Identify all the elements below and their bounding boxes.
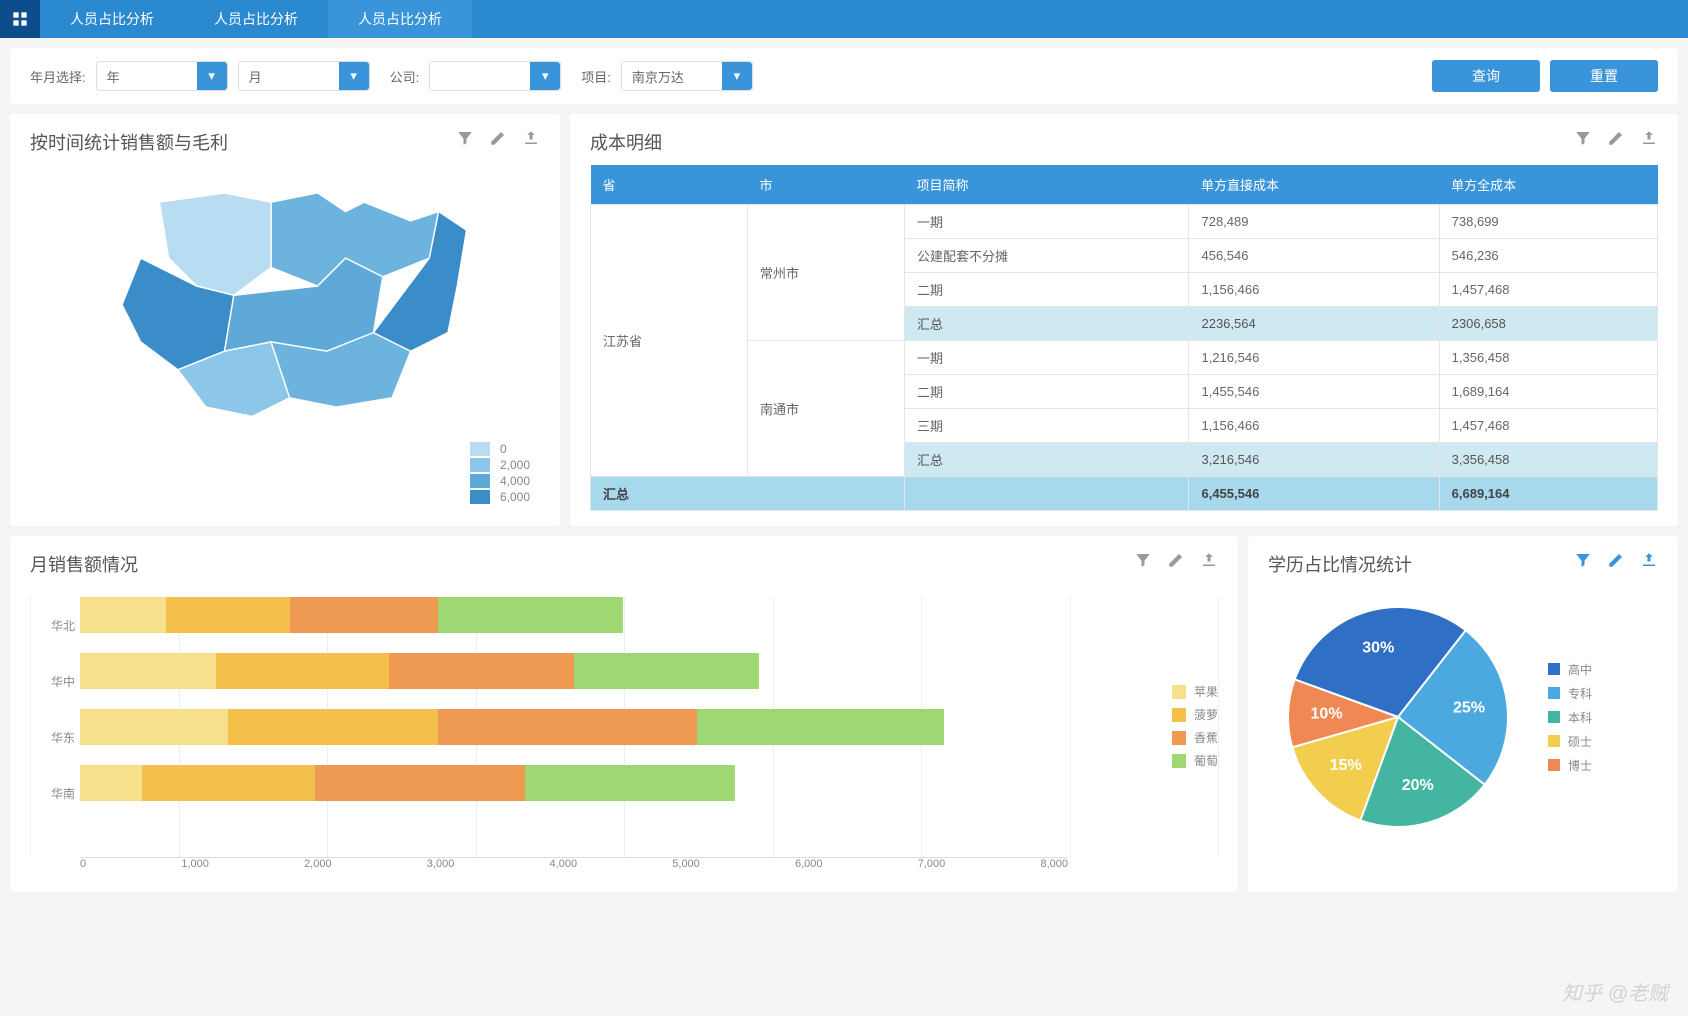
cost-title: 成本明细 [590,129,1658,155]
bar-segment [438,709,697,745]
bar-segment [80,597,166,633]
bar-title: 月销售额情况 [30,551,1218,577]
table-row: 江苏省常州市一期728,489738,699 [591,205,1658,239]
bar-segment [290,597,438,633]
tab-2[interactable]: 人员占比分析 [328,0,472,38]
pie-legend: 高中专科本科硕士博士 [1548,654,1592,781]
project-select[interactable]: ▾ [621,61,753,91]
tab-0[interactable]: 人员占比分析 [40,0,184,38]
chevron-down-icon[interactable]: ▾ [530,62,560,90]
table-header: 单方直接成本 [1189,165,1439,205]
pie-legend-row: 专科 [1548,685,1592,702]
map-chart [30,165,540,435]
year-input[interactable] [97,69,197,84]
export-icon[interactable] [522,129,540,150]
svg-text:25%: 25% [1453,700,1485,717]
bar-segment [438,597,623,633]
tab-1[interactable]: 人员占比分析 [184,0,328,38]
bar-segment [389,653,574,689]
map-panel: 按时间统计销售额与毛利 02,0004,0006,000 [10,114,560,526]
cost-panel: 成本明细 省市项目简称单方直接成本单方全成本江苏省常州市一期728,489738… [570,114,1678,526]
pie-panel: 学历占比情况统计 30%25%20%15%10% 高中专科本科硕士博士 [1248,536,1678,892]
bar-label: 华北 [40,617,75,634]
year-select[interactable]: ▾ [96,61,228,91]
query-button[interactable]: 查询 [1432,60,1540,92]
bar-label: 华东 [40,729,75,746]
filter-icon[interactable] [1574,129,1592,150]
table-header: 单方全成本 [1439,165,1657,205]
bar-row [80,699,1068,755]
table-header: 省 [591,165,748,205]
map-legend: 0 2,000 4,000 6,000 [470,440,530,506]
header-bar: 人员占比分析 人员占比分析 人员占比分析 [0,0,1688,38]
bar-segment [697,709,944,745]
bar-segment [574,653,759,689]
bar-panel: 月销售额情况 华北华中华东华南01,0002,0003,0004,0005,00… [10,536,1238,892]
table-row: 南通市一期1,216,5461,356,458 [591,341,1658,375]
apps-icon[interactable] [0,0,40,38]
filter-icon[interactable] [456,129,474,150]
edit-icon[interactable] [489,129,507,150]
export-icon[interactable] [1200,551,1218,572]
pie-legend-row: 高中 [1548,661,1592,678]
table-header: 项目简称 [904,165,1189,205]
svg-text:10%: 10% [1311,706,1343,723]
bar-label: 华南 [40,785,75,802]
company-select[interactable]: ▾ [429,61,561,91]
chevron-down-icon[interactable]: ▾ [339,62,369,90]
year-month-label: 年月选择: [30,67,86,86]
bar-segment [166,597,290,633]
edit-icon[interactable] [1607,129,1625,150]
table-header: 市 [747,165,904,205]
filter-icon[interactable] [1134,551,1152,572]
bar-label: 华中 [40,673,75,690]
bar-segment [315,765,525,801]
month-select[interactable]: ▾ [238,61,370,91]
map-legend-row: 6,000 [470,490,530,504]
map-legend-row: 4,000 [470,474,530,488]
map-legend-row: 2,000 [470,458,530,472]
svg-text:15%: 15% [1330,757,1362,774]
bar-row [80,755,1068,811]
project-input[interactable] [622,69,722,84]
bar-row [80,643,1068,699]
filter-icon[interactable] [1574,551,1592,572]
svg-text:30%: 30% [1362,639,1394,656]
cost-table: 省市项目简称单方直接成本单方全成本江苏省常州市一期728,489738,699公… [590,165,1658,511]
bar-segment [142,765,315,801]
pie-legend-row: 本科 [1548,709,1592,726]
pie-legend-row: 硕士 [1548,733,1592,750]
watermark: 知乎 @老贼 [1562,977,1668,1006]
filter-bar: 年月选择: ▾ ▾ 公司: ▾ 项目: ▾ 查询 重置 [10,48,1678,104]
month-input[interactable] [239,69,339,84]
bar-legend: 苹果菠萝香蕉葡萄 [1172,677,1218,775]
bar-chart: 华北华中华东华南01,0002,0003,0004,0005,0006,0007… [30,587,1218,877]
reset-button[interactable]: 重置 [1550,60,1658,92]
bar-segment [80,653,216,689]
chevron-down-icon[interactable]: ▾ [722,62,752,90]
company-input[interactable] [430,69,530,84]
bar-segment [80,709,228,745]
project-label: 项目: [581,67,611,86]
table-total-row: 汇总6,455,5466,689,164 [591,477,1658,511]
bar-row [80,587,1068,643]
export-icon[interactable] [1640,551,1658,572]
bar-segment [525,765,735,801]
bar-segment [80,765,142,801]
chevron-down-icon[interactable]: ▾ [197,62,227,90]
company-label: 公司: [390,67,420,86]
map-legend-row: 0 [470,442,530,456]
bar-segment [216,653,389,689]
svg-text:20%: 20% [1402,777,1434,794]
pie-chart: 30% 25% 20% 15% 10% [1268,587,1528,847]
export-icon[interactable] [1640,129,1658,150]
bar-segment [228,709,438,745]
edit-icon[interactable] [1167,551,1185,572]
edit-icon[interactable] [1607,551,1625,572]
pie-legend-row: 博士 [1548,757,1592,774]
